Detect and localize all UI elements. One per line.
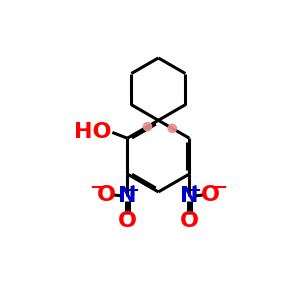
Text: N: N — [180, 186, 199, 206]
Text: O: O — [96, 185, 116, 205]
Text: O: O — [118, 211, 137, 231]
Text: O: O — [180, 211, 199, 231]
Text: −: − — [212, 179, 227, 197]
Circle shape — [168, 124, 176, 133]
Text: +: + — [127, 183, 140, 198]
Text: HO: HO — [74, 122, 111, 142]
Circle shape — [143, 122, 152, 131]
Text: +: + — [189, 183, 202, 198]
Text: O: O — [201, 185, 220, 205]
Text: N: N — [118, 186, 136, 206]
Text: −: − — [89, 179, 105, 197]
